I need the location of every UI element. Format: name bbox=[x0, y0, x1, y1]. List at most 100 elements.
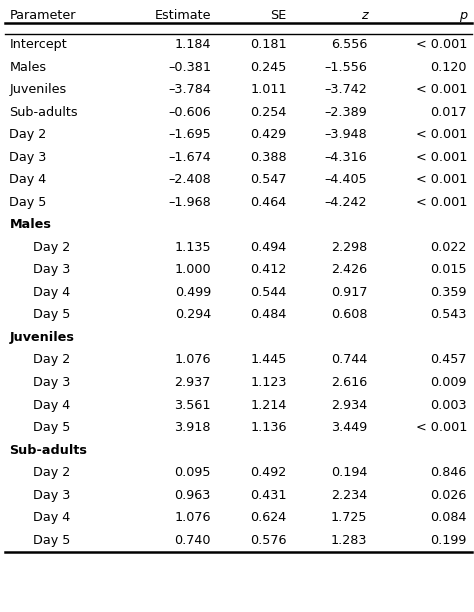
Text: 0.022: 0.022 bbox=[430, 241, 467, 254]
Text: Day 4: Day 4 bbox=[9, 173, 47, 186]
Text: 1.123: 1.123 bbox=[250, 376, 287, 389]
Text: Day 5: Day 5 bbox=[33, 308, 71, 321]
Text: p: p bbox=[459, 9, 467, 22]
Text: –3.784: –3.784 bbox=[168, 83, 211, 96]
Text: 0.543: 0.543 bbox=[430, 308, 467, 321]
Text: Day 3: Day 3 bbox=[33, 488, 71, 502]
Text: Day 2: Day 2 bbox=[33, 466, 71, 479]
Text: < 0.001: < 0.001 bbox=[416, 151, 467, 164]
Text: Juveniles: Juveniles bbox=[9, 331, 74, 344]
Text: 0.608: 0.608 bbox=[331, 308, 367, 321]
Text: 0.084: 0.084 bbox=[430, 511, 467, 524]
Text: Day 4: Day 4 bbox=[33, 286, 71, 299]
Text: 0.457: 0.457 bbox=[430, 354, 467, 367]
Text: 0.429: 0.429 bbox=[251, 129, 287, 141]
Text: 0.181: 0.181 bbox=[250, 38, 287, 51]
Text: 0.017: 0.017 bbox=[430, 106, 467, 119]
Text: 0.003: 0.003 bbox=[430, 398, 467, 411]
Text: Day 3: Day 3 bbox=[33, 263, 71, 277]
Text: Day 3: Day 3 bbox=[33, 376, 71, 389]
Text: Day 5: Day 5 bbox=[33, 534, 71, 547]
Text: Parameter: Parameter bbox=[9, 9, 76, 22]
Text: 0.412: 0.412 bbox=[250, 263, 287, 277]
Text: 0.294: 0.294 bbox=[175, 308, 211, 321]
Text: 1.076: 1.076 bbox=[174, 511, 211, 524]
Text: 0.194: 0.194 bbox=[331, 466, 367, 479]
Text: 3.449: 3.449 bbox=[331, 421, 367, 434]
Text: Intercept: Intercept bbox=[9, 38, 67, 51]
Text: –4.242: –4.242 bbox=[325, 196, 367, 209]
Text: 1.000: 1.000 bbox=[174, 263, 211, 277]
Text: < 0.001: < 0.001 bbox=[416, 421, 467, 434]
Text: 1.445: 1.445 bbox=[250, 354, 287, 367]
Text: 2.937: 2.937 bbox=[174, 376, 211, 389]
Text: < 0.001: < 0.001 bbox=[416, 83, 467, 96]
Text: –3.948: –3.948 bbox=[325, 129, 367, 141]
Text: Day 5: Day 5 bbox=[9, 196, 47, 209]
Text: –0.606: –0.606 bbox=[168, 106, 211, 119]
Text: z: z bbox=[361, 9, 367, 22]
Text: < 0.001: < 0.001 bbox=[416, 173, 467, 186]
Text: –2.408: –2.408 bbox=[168, 173, 211, 186]
Text: Males: Males bbox=[9, 61, 46, 73]
Text: 3.561: 3.561 bbox=[174, 398, 211, 411]
Text: 0.120: 0.120 bbox=[430, 61, 467, 73]
Text: 1.214: 1.214 bbox=[250, 398, 287, 411]
Text: –1.968: –1.968 bbox=[168, 196, 211, 209]
Text: 1.725: 1.725 bbox=[331, 511, 367, 524]
Text: 0.245: 0.245 bbox=[250, 61, 287, 73]
Text: –4.405: –4.405 bbox=[325, 173, 367, 186]
Text: < 0.001: < 0.001 bbox=[416, 196, 467, 209]
Text: Juveniles: Juveniles bbox=[9, 83, 67, 96]
Text: –1.695: –1.695 bbox=[168, 129, 211, 141]
Text: 0.388: 0.388 bbox=[250, 151, 287, 164]
Text: 0.740: 0.740 bbox=[174, 534, 211, 547]
Text: 0.095: 0.095 bbox=[174, 466, 211, 479]
Text: 0.484: 0.484 bbox=[250, 308, 287, 321]
Text: –0.381: –0.381 bbox=[168, 61, 211, 73]
Text: 3.918: 3.918 bbox=[174, 421, 211, 434]
Text: Males: Males bbox=[9, 218, 51, 231]
Text: 2.616: 2.616 bbox=[331, 376, 367, 389]
Text: –1.556: –1.556 bbox=[325, 61, 367, 73]
Text: 0.744: 0.744 bbox=[331, 354, 367, 367]
Text: 1.076: 1.076 bbox=[174, 354, 211, 367]
Text: 0.917: 0.917 bbox=[331, 286, 367, 299]
Text: 0.026: 0.026 bbox=[430, 488, 467, 502]
Text: 1.011: 1.011 bbox=[250, 83, 287, 96]
Text: 1.136: 1.136 bbox=[250, 421, 287, 434]
Text: 0.576: 0.576 bbox=[250, 534, 287, 547]
Text: 0.963: 0.963 bbox=[174, 488, 211, 502]
Text: 0.494: 0.494 bbox=[251, 241, 287, 254]
Text: –1.674: –1.674 bbox=[168, 151, 211, 164]
Text: –3.742: –3.742 bbox=[325, 83, 367, 96]
Text: –4.316: –4.316 bbox=[325, 151, 367, 164]
Text: Day 2: Day 2 bbox=[33, 241, 71, 254]
Text: 1.283: 1.283 bbox=[331, 534, 367, 547]
Text: 0.492: 0.492 bbox=[251, 466, 287, 479]
Text: 2.426: 2.426 bbox=[331, 263, 367, 277]
Text: < 0.001: < 0.001 bbox=[416, 129, 467, 141]
Text: Day 4: Day 4 bbox=[33, 511, 71, 524]
Text: < 0.001: < 0.001 bbox=[416, 38, 467, 51]
Text: 0.009: 0.009 bbox=[430, 376, 467, 389]
Text: Day 2: Day 2 bbox=[9, 129, 47, 141]
Text: Estimate: Estimate bbox=[155, 9, 211, 22]
Text: 0.015: 0.015 bbox=[430, 263, 467, 277]
Text: Day 5: Day 5 bbox=[33, 421, 71, 434]
Text: Day 2: Day 2 bbox=[33, 354, 71, 367]
Text: 0.846: 0.846 bbox=[430, 466, 467, 479]
Text: Sub-adults: Sub-adults bbox=[9, 444, 87, 457]
Text: 0.624: 0.624 bbox=[251, 511, 287, 524]
Text: 1.135: 1.135 bbox=[174, 241, 211, 254]
Text: 0.464: 0.464 bbox=[251, 196, 287, 209]
Text: 0.544: 0.544 bbox=[250, 286, 287, 299]
Text: 0.431: 0.431 bbox=[250, 488, 287, 502]
Text: Day 4: Day 4 bbox=[33, 398, 71, 411]
Text: 0.199: 0.199 bbox=[430, 534, 467, 547]
Text: –2.389: –2.389 bbox=[325, 106, 367, 119]
Text: Day 3: Day 3 bbox=[9, 151, 47, 164]
Text: SE: SE bbox=[271, 9, 287, 22]
Text: 0.254: 0.254 bbox=[250, 106, 287, 119]
Text: Sub-adults: Sub-adults bbox=[9, 106, 78, 119]
